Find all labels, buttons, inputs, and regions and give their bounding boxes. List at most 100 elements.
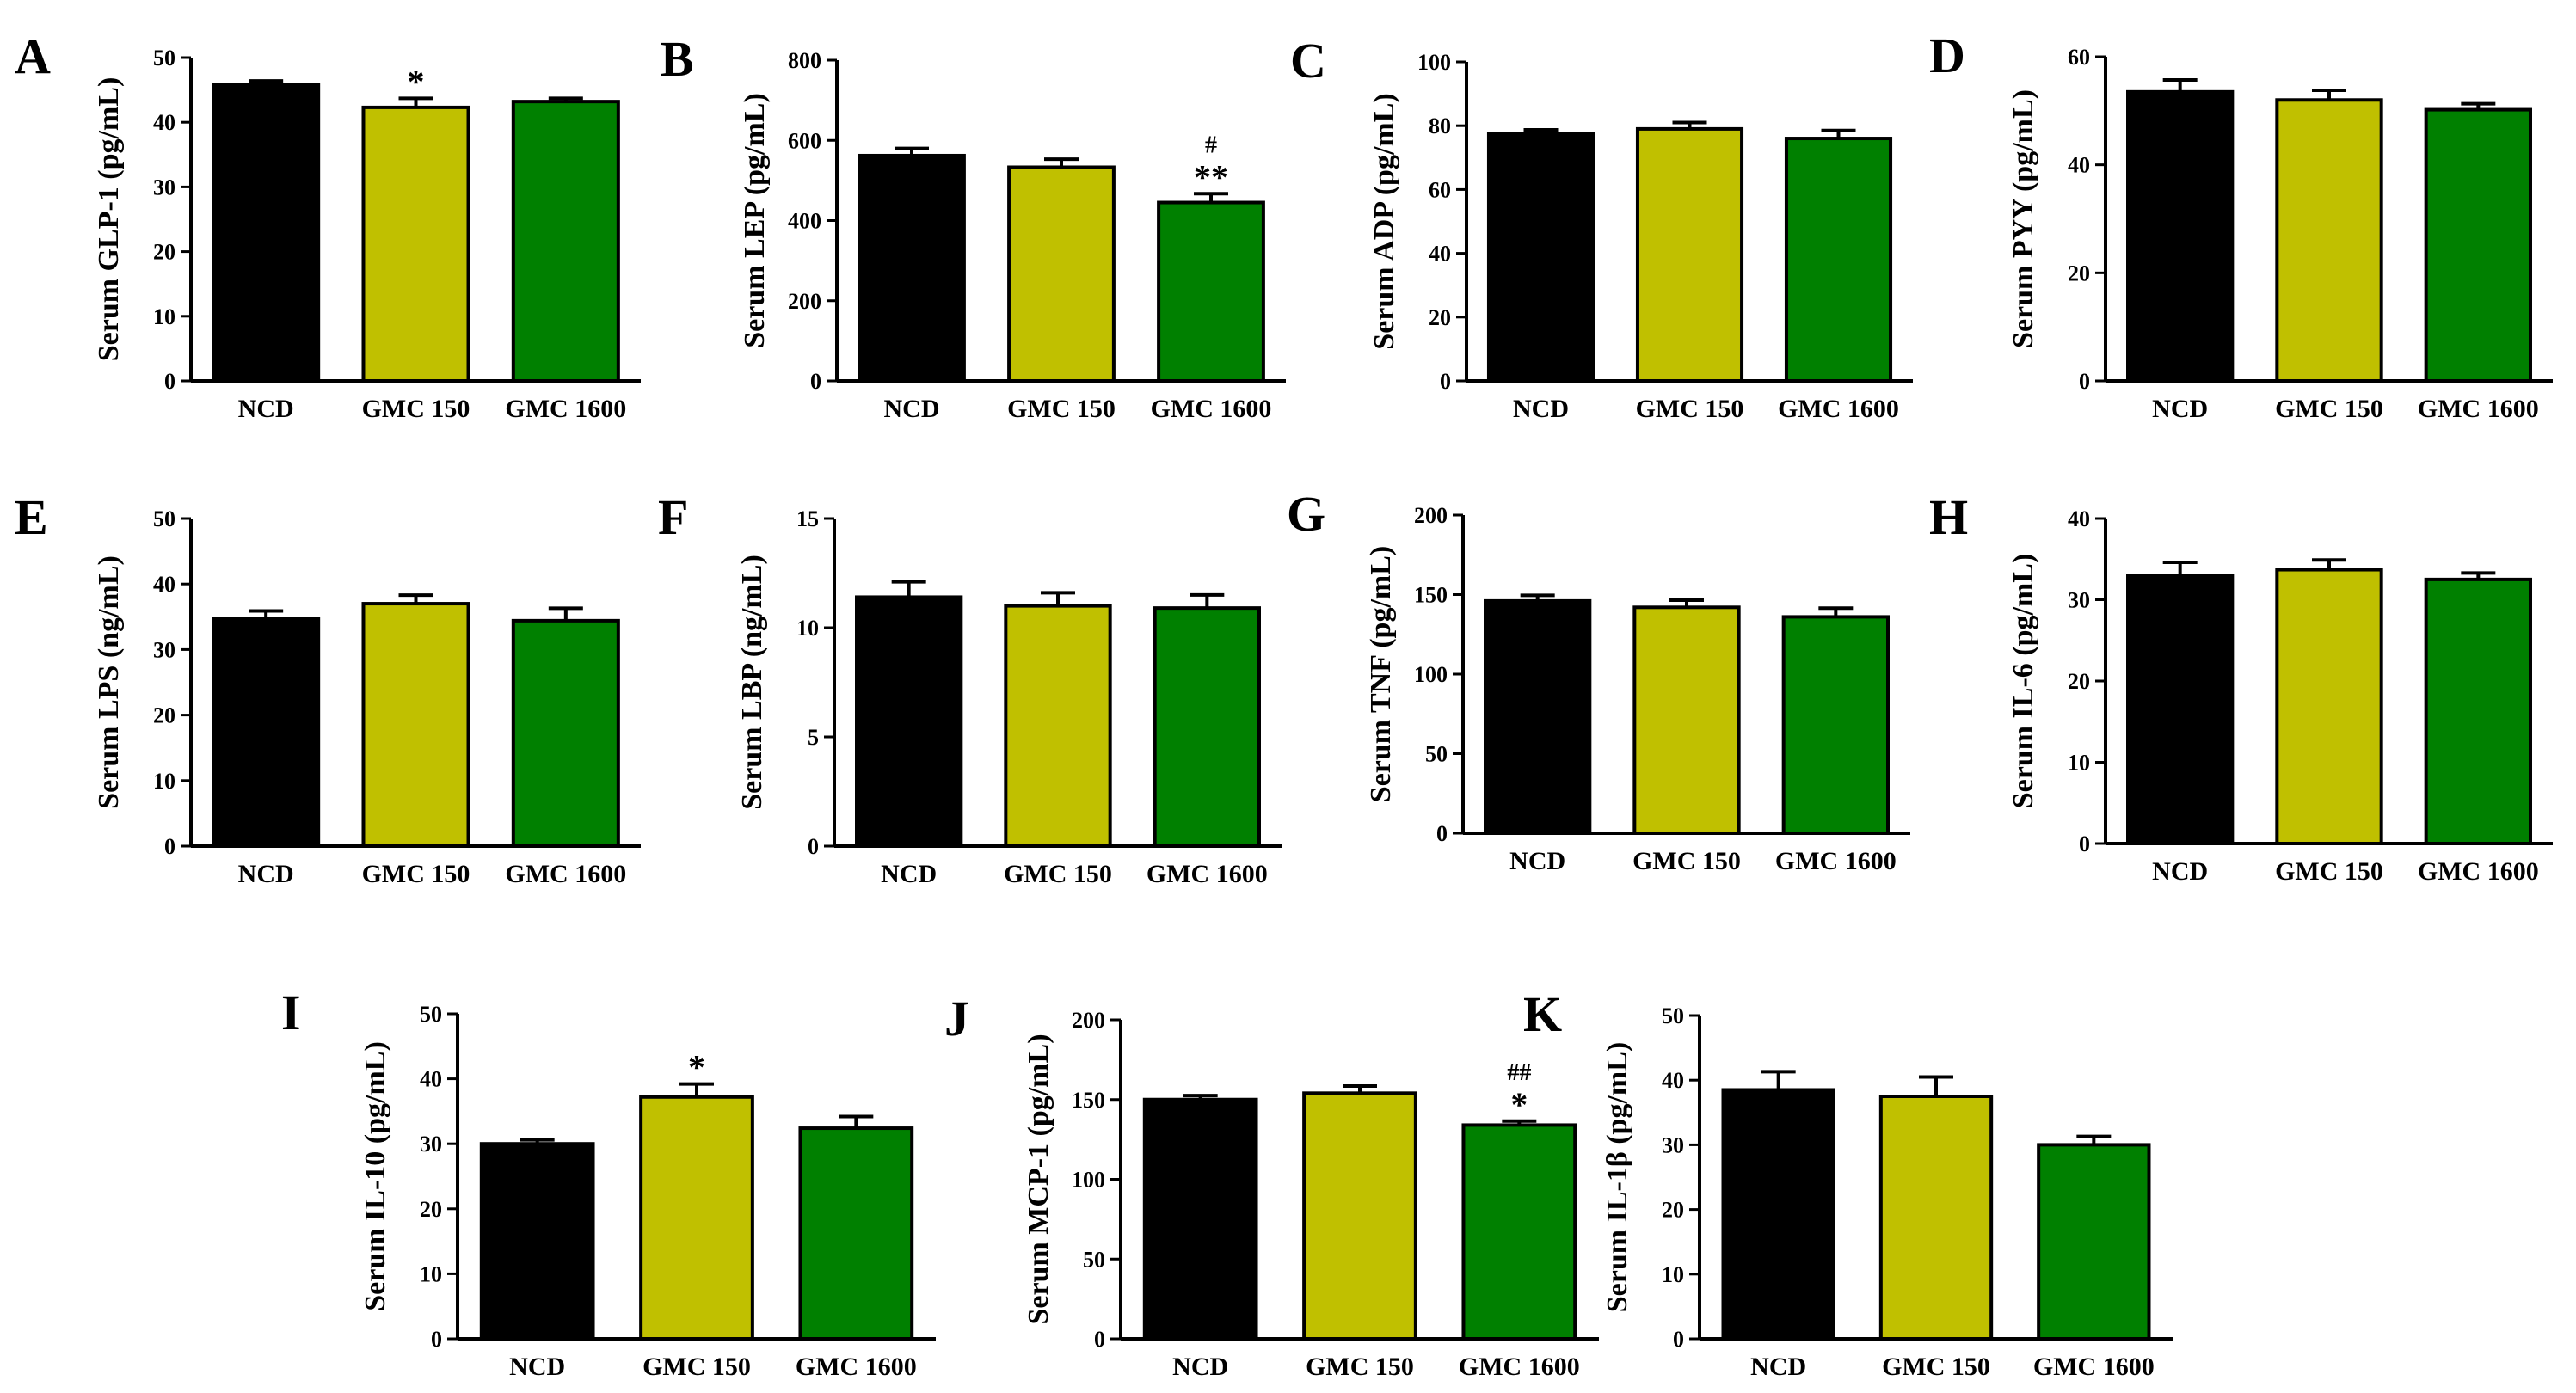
- y-tick-label: 30: [153, 637, 175, 662]
- x-tick-label: GMC 1600: [796, 1353, 917, 1381]
- x-tick-label: GMC 150: [1004, 860, 1112, 888]
- x-tick-label: NCD: [1172, 1353, 1228, 1381]
- y-tick-label: 0: [1436, 821, 1448, 846]
- x-tick-label: NCD: [238, 395, 294, 423]
- bar-gmc-1600: [511, 618, 620, 848]
- bar-gmc-1600: [1153, 606, 1261, 848]
- y-tick-label: 10: [1662, 1262, 1684, 1287]
- y-tick-label: 0: [1094, 1327, 1105, 1352]
- y-tick-label: 800: [788, 48, 821, 73]
- x-tick-label: NCD: [1513, 395, 1569, 423]
- y-tick-label: 40: [1662, 1068, 1684, 1093]
- x-tick-label: GMC 150: [1636, 395, 1744, 423]
- y-axis-title: Serum LBP (ng/mL): [736, 555, 768, 810]
- x-tick-label: NCD: [2152, 395, 2208, 423]
- x-tick-label: GMC 150: [1306, 1353, 1414, 1381]
- bar-gmc-150: [361, 105, 470, 384]
- chart-panel-b: 0 200 400 600 800 NCD GMC 150 GMC 1600 #** Serum …: [661, 31, 1286, 423]
- y-tick-label: 30: [1662, 1132, 1684, 1157]
- y-tick-label: 10: [153, 304, 175, 329]
- y-tick-label: 50: [1083, 1247, 1105, 1272]
- bar-gmc-1600: [2424, 577, 2533, 845]
- y-tick-label: 50: [153, 46, 175, 71]
- x-tick-label: GMC 1600: [505, 395, 626, 423]
- panel-letter: I: [281, 985, 301, 1040]
- x-tick-label: GMC 150: [362, 395, 470, 423]
- y-tick-label: 0: [810, 369, 821, 394]
- chart-panel-e: 0 10 20 30 40 50 NCD GMC 150 GMC 1600 Serum LPS (…: [15, 489, 641, 888]
- x-tick-label: GMC 150: [1882, 1353, 1990, 1381]
- bar-gmc-150: [1302, 1091, 1417, 1341]
- chart-panel-c: 0 20 40 60 80 100 NCD GMC 150 GMC 1600 Serum ADP …: [1290, 33, 1913, 423]
- y-tick-label: 0: [2079, 832, 2090, 856]
- y-tick-label: 5: [808, 725, 819, 750]
- y-tick-label: 50: [153, 506, 175, 531]
- y-axis-title: Serum IL-10 (pg/mL): [360, 1041, 391, 1311]
- x-tick-label: GMC 150: [1007, 395, 1116, 423]
- x-tick-label: GMC 150: [1632, 847, 1741, 875]
- y-axis-title: Serum LEP (pg/mL): [739, 93, 771, 348]
- y-tick-label: 50: [1425, 742, 1448, 767]
- y-tick-label: 50: [1662, 1003, 1684, 1028]
- bar-gmc-1600: [1157, 200, 1265, 383]
- bar-gmc-150: [1632, 605, 1741, 835]
- y-tick-label: 0: [431, 1327, 442, 1352]
- y-tick-label: 20: [1662, 1198, 1684, 1223]
- y-tick-label: 40: [153, 110, 175, 135]
- x-tick-label: NCD: [509, 1353, 565, 1381]
- chart-panel-j: 0 50 100 150 200 NCD GMC 150 GMC 1600 ##* Serum M…: [944, 991, 1599, 1381]
- y-tick-label: 0: [164, 369, 175, 394]
- bar-gmc-1600: [1784, 137, 1893, 383]
- bar-ncd: [479, 1142, 595, 1341]
- x-tick-label: NCD: [1750, 1353, 1806, 1381]
- significance-annotation: *: [1510, 1085, 1528, 1124]
- bar-gmc-150: [1635, 126, 1744, 383]
- bar-ncd: [1142, 1097, 1258, 1341]
- bar-ncd: [212, 617, 321, 848]
- bar-gmc-150: [1007, 165, 1116, 383]
- y-axis-title: Serum TNF (pg/mL): [1365, 546, 1397, 802]
- y-tick-label: 150: [1414, 583, 1448, 608]
- bar-gmc-1600: [2037, 1143, 2151, 1341]
- x-tick-label: GMC 1600: [1778, 395, 1899, 423]
- x-tick-label: NCD: [2152, 857, 2208, 886]
- x-tick-label: NCD: [884, 395, 940, 423]
- bar-ncd: [1486, 132, 1595, 383]
- y-tick-label: 20: [1429, 305, 1451, 330]
- bar-gmc-150: [2275, 568, 2383, 845]
- y-tick-label: 20: [153, 703, 175, 728]
- bar-ncd: [1721, 1088, 1835, 1341]
- y-axis-title: Serum LPS (ng/mL): [93, 555, 125, 809]
- panel-letter: D: [1929, 28, 1965, 83]
- panel-letter: A: [15, 28, 51, 84]
- y-tick-label: 10: [153, 769, 175, 794]
- bar-ncd: [1484, 598, 1592, 836]
- panel-letter: C: [1290, 33, 1326, 89]
- y-tick-label: 40: [420, 1067, 442, 1092]
- y-tick-label: 40: [2068, 506, 2090, 531]
- bar-ncd: [2126, 574, 2235, 846]
- panel-letter: E: [15, 489, 48, 545]
- y-tick-label: 30: [2068, 588, 2090, 613]
- bar-gmc-150: [639, 1095, 754, 1341]
- y-tick-label: 200: [1072, 1008, 1105, 1033]
- significance-annotation: **: [1194, 157, 1228, 196]
- y-axis-title: Serum IL-1β (pg/mL): [1602, 1042, 1633, 1312]
- significance-annotation: *: [688, 1048, 705, 1087]
- x-tick-label: GMC 150: [642, 1353, 751, 1381]
- significance-annotation: #: [1205, 132, 1217, 158]
- y-tick-label: 30: [420, 1132, 442, 1157]
- chart-panel-f: 0 5 10 15 NCD GMC 150 GMC 1600 Serum LBP (ng/mL…: [658, 489, 1282, 888]
- panel-letter: J: [944, 991, 969, 1046]
- x-tick-label: GMC 1600: [1775, 847, 1897, 875]
- y-tick-label: 40: [153, 572, 175, 597]
- bar-ncd: [212, 83, 321, 383]
- bar-gmc-1600: [511, 100, 620, 384]
- y-tick-label: 400: [788, 209, 821, 234]
- x-tick-label: NCD: [238, 860, 294, 888]
- x-tick-label: GMC 150: [2275, 857, 2383, 886]
- y-tick-label: 100: [1072, 1168, 1105, 1193]
- bar-gmc-150: [1004, 604, 1112, 848]
- panel-letter: F: [658, 489, 688, 545]
